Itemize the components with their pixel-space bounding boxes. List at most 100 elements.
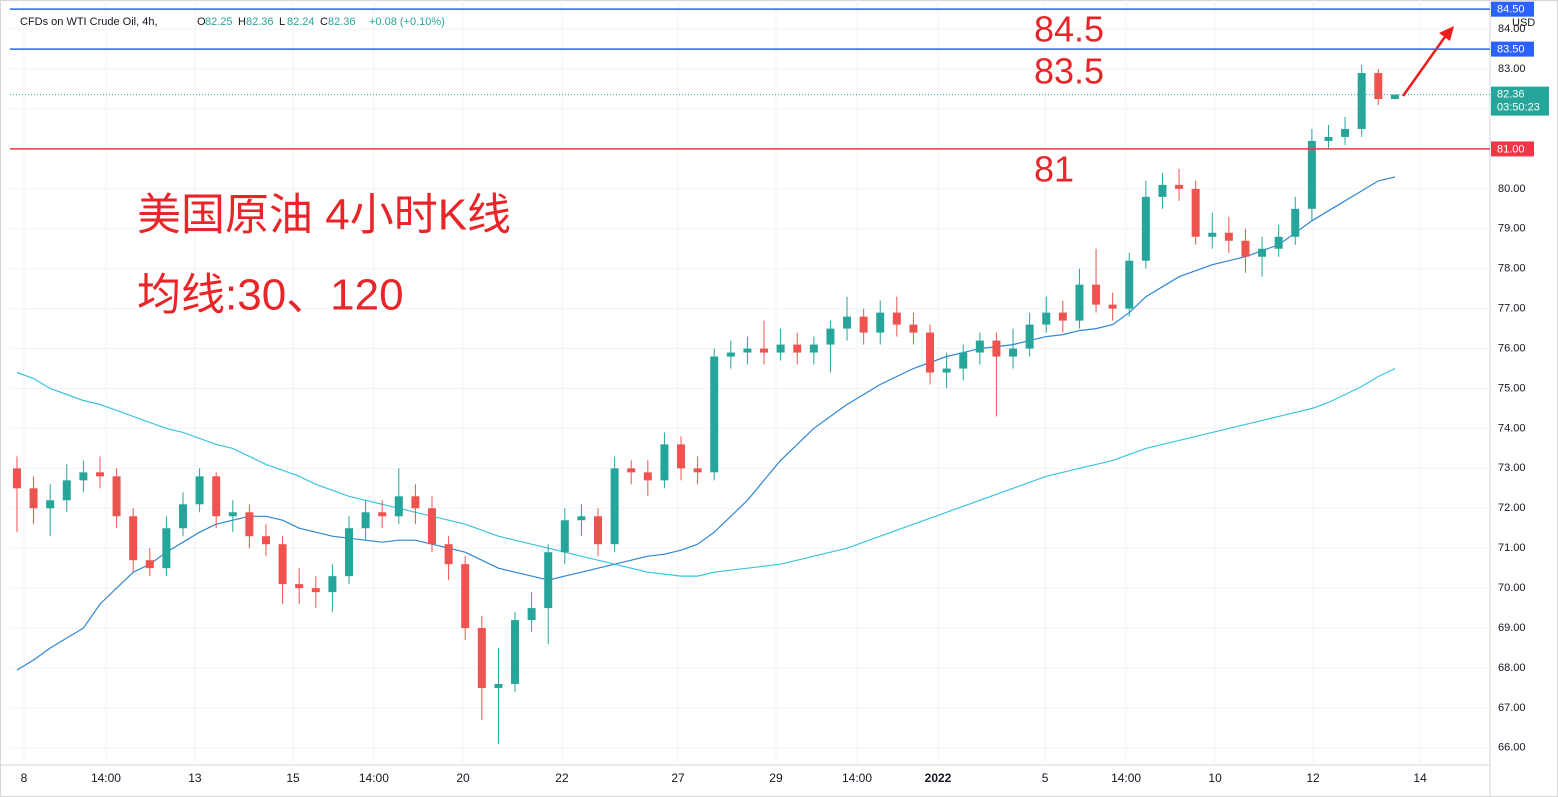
candle-body <box>245 512 254 537</box>
candle-body <box>1357 73 1366 129</box>
chart-title: CFDs on WTI Crude Oil, 4h, <box>20 16 158 28</box>
candle-body <box>1175 184 1184 189</box>
price-level-tag <box>1491 1 1534 17</box>
candle-body <box>1025 324 1034 349</box>
ohlc-key: O <box>197 16 206 28</box>
candle-body <box>693 468 702 473</box>
y-tick-label: 70.00 <box>1498 582 1526 594</box>
x-tick-label: 15 <box>286 771 300 785</box>
x-tick-label: 14 <box>1413 771 1427 785</box>
ohlc-value: 82.24 <box>287 16 315 28</box>
y-tick-label: 71.00 <box>1498 542 1526 554</box>
y-tick-label: 75.00 <box>1498 382 1526 394</box>
candle-body <box>62 480 71 501</box>
change: +0.08 (+0.10%) <box>369 16 445 28</box>
y-tick-label: 72.00 <box>1498 502 1526 514</box>
candle-body <box>1108 304 1117 309</box>
candle-body <box>411 496 420 509</box>
y-tick-label: 66.00 <box>1498 742 1526 754</box>
candle-body <box>826 328 835 345</box>
candle-body <box>1241 240 1250 257</box>
ohlc-value: 82.36 <box>246 16 274 28</box>
ohlc-key: L <box>279 16 285 28</box>
ohlc-key: H <box>238 16 246 28</box>
candle-body <box>1158 184 1167 197</box>
candle-body <box>577 516 586 521</box>
candle-body <box>95 472 104 477</box>
candle-body <box>1324 136 1333 141</box>
y-tick-label: 83.00 <box>1498 63 1526 75</box>
annotation: 81 <box>1034 149 1074 190</box>
candle-body <box>859 316 868 333</box>
candle-body <box>560 520 569 553</box>
candle-body <box>760 348 769 353</box>
y-tick-label: 79.00 <box>1498 223 1526 235</box>
candle-body <box>511 620 520 684</box>
y-tick-label: 77.00 <box>1498 303 1526 315</box>
y-tick-label: 74.00 <box>1498 422 1526 434</box>
price-level-tag <box>1491 41 1534 57</box>
y-tick-label: 68.00 <box>1498 662 1526 674</box>
candle-body <box>544 552 553 609</box>
ohlc-value: 82.25 <box>205 16 233 28</box>
candle-body <box>959 352 968 369</box>
y-tick-label: 73.00 <box>1498 462 1526 474</box>
candle-body <box>975 340 984 353</box>
x-tick-label: 5 <box>1042 771 1049 785</box>
annotation: 83.5 <box>1034 51 1104 92</box>
candle-body <box>278 544 287 585</box>
candle-body <box>477 628 486 688</box>
candle-body <box>162 528 171 569</box>
candle-body <box>1374 73 1383 100</box>
candle-body <box>112 476 121 517</box>
candle-body <box>145 560 154 569</box>
x-tick-label: 12 <box>1306 771 1320 785</box>
y-tick-label: 84.00 <box>1498 23 1526 35</box>
candle-body <box>228 512 237 517</box>
candle-body <box>261 536 270 545</box>
candle-body <box>793 344 802 353</box>
candle-body <box>444 544 453 565</box>
candle-body <box>1125 260 1134 309</box>
x-tick-label: 14:00 <box>1111 771 1141 785</box>
candle-body <box>212 476 221 517</box>
candle-body <box>428 508 437 545</box>
candle-body <box>1224 232 1233 241</box>
x-tick-label: 13 <box>188 771 202 785</box>
candle-body <box>677 444 686 469</box>
y-tick-label: 78.00 <box>1498 263 1526 275</box>
candle-body <box>378 512 387 517</box>
candle-body <box>926 332 935 373</box>
candle-body <box>726 352 735 357</box>
annotation: 84.5 <box>1034 9 1104 50</box>
candle-body <box>909 324 918 333</box>
candle-body <box>1009 348 1018 357</box>
countdown: 03:50:23 <box>1497 102 1540 114</box>
x-tick-label: 20 <box>456 771 470 785</box>
candle-body <box>178 504 187 529</box>
candle-body <box>12 468 21 489</box>
x-tick-label: 8 <box>21 771 28 785</box>
x-tick-label: 14:00 <box>359 771 389 785</box>
candle-body <box>311 588 320 593</box>
candle-body <box>494 683 503 688</box>
x-tick-label: 14:00 <box>842 771 872 785</box>
candle-body <box>660 444 669 481</box>
annotation: 均线:30、120 <box>137 271 404 320</box>
last-price-tag <box>1491 86 1549 116</box>
candle-body <box>461 564 470 629</box>
candle-body <box>1258 248 1267 257</box>
candle-body <box>627 468 636 473</box>
candle-body <box>1042 312 1051 325</box>
candle-body <box>1307 140 1316 209</box>
candle-body <box>809 344 818 353</box>
candle-body <box>394 496 403 517</box>
candle-body <box>843 316 852 329</box>
x-tick-label: 2022 <box>925 771 952 785</box>
ohlc-value: 82.36 <box>328 16 356 28</box>
candle-body <box>992 340 1001 357</box>
candle-body <box>1191 188 1200 237</box>
candle-body <box>129 516 138 561</box>
candle-body <box>1092 284 1101 305</box>
